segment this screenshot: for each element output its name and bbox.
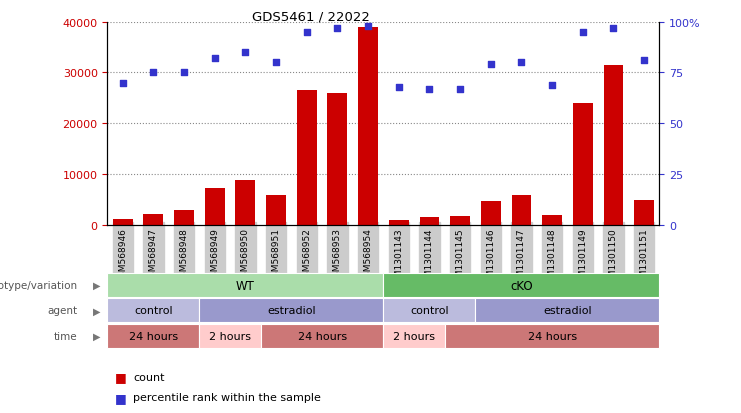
Bar: [389, 221, 409, 225]
Text: estradiol: estradiol: [543, 306, 592, 316]
Point: [331, 26, 343, 32]
Bar: [573, 104, 593, 225]
Text: 24 hours: 24 hours: [298, 331, 347, 341]
Text: genotype/variation: genotype/variation: [0, 280, 78, 290]
Text: ▶: ▶: [93, 306, 100, 316]
Bar: [113, 219, 133, 225]
Text: time: time: [54, 331, 78, 341]
Text: ■: ■: [115, 370, 127, 383]
Text: WT: WT: [236, 279, 255, 292]
Bar: [144, 214, 164, 225]
Point: [454, 86, 466, 93]
Text: 24 hours: 24 hours: [129, 331, 178, 341]
Point: [117, 80, 129, 87]
Bar: [328, 94, 348, 225]
Text: 2 hours: 2 hours: [393, 331, 435, 341]
Point: [393, 84, 405, 91]
Bar: [205, 189, 225, 225]
Text: GDS5461 / 22022: GDS5461 / 22022: [252, 10, 370, 23]
Point: [362, 24, 374, 30]
Bar: [266, 196, 286, 225]
Point: [638, 58, 650, 64]
Point: [301, 29, 313, 36]
Point: [424, 86, 436, 93]
Point: [485, 62, 496, 69]
Text: control: control: [134, 306, 173, 316]
Point: [577, 29, 589, 36]
Point: [178, 70, 190, 76]
Bar: [634, 201, 654, 225]
Text: estradiol: estradiol: [268, 306, 316, 316]
Bar: [236, 180, 256, 225]
Bar: [511, 195, 531, 225]
Point: [546, 82, 558, 89]
Bar: [481, 202, 501, 225]
Point: [209, 56, 221, 62]
Point: [147, 70, 159, 76]
Bar: [174, 211, 194, 225]
Bar: [451, 216, 470, 225]
Bar: [297, 91, 316, 225]
Text: ▶: ▶: [93, 331, 100, 341]
Bar: [603, 66, 623, 225]
Bar: [358, 28, 378, 225]
Text: ▶: ▶: [93, 280, 100, 290]
Text: ■: ■: [115, 391, 127, 404]
Point: [516, 60, 528, 66]
Text: count: count: [133, 372, 165, 382]
Text: agent: agent: [47, 306, 78, 316]
Point: [270, 60, 282, 66]
Text: cKO: cKO: [510, 279, 533, 292]
Point: [239, 50, 251, 57]
Text: control: control: [411, 306, 449, 316]
Text: 24 hours: 24 hours: [528, 331, 576, 341]
Bar: [419, 217, 439, 225]
Text: 2 hours: 2 hours: [209, 331, 251, 341]
Text: percentile rank within the sample: percentile rank within the sample: [133, 392, 322, 402]
Point: [608, 26, 619, 32]
Bar: [542, 216, 562, 225]
